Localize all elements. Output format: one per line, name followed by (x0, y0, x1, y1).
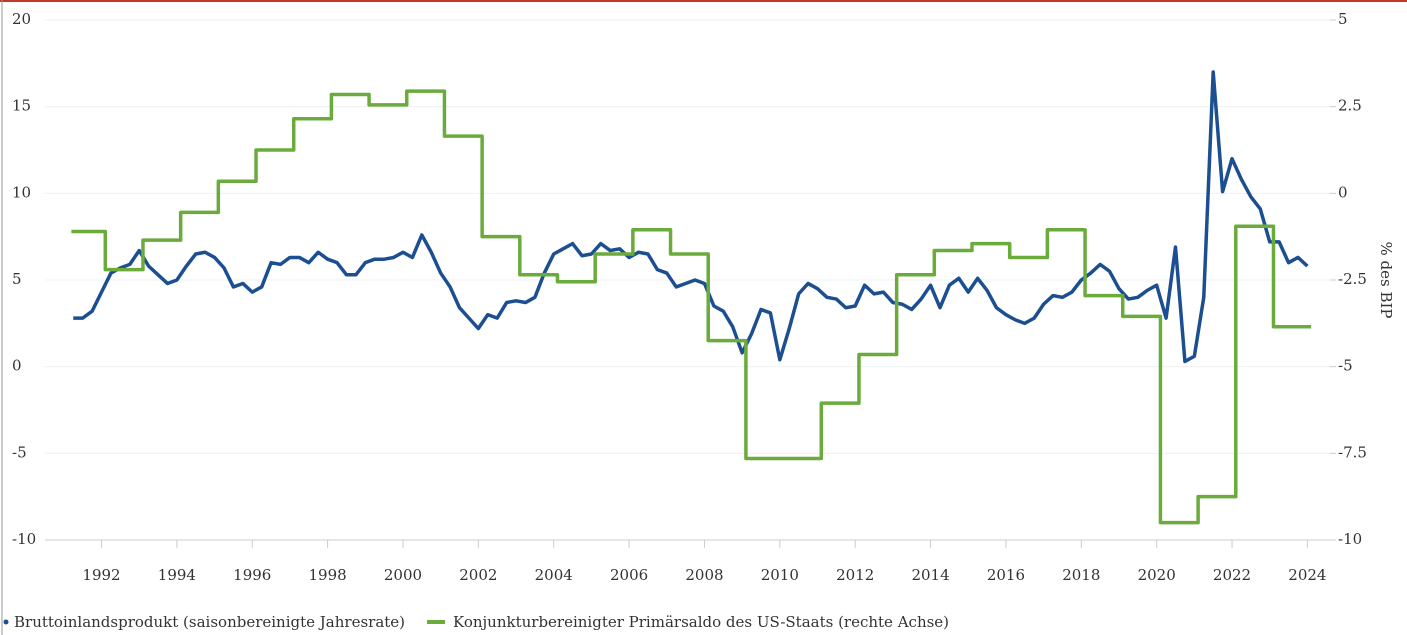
y-tick-label: 0 (12, 357, 22, 375)
x-tick-label: 2012 (836, 566, 874, 584)
y-tick-label: -10 (12, 530, 36, 548)
y-tick-label: 20 (12, 10, 31, 28)
y-tick-label: 15 (12, 97, 31, 115)
x-tick-label: 2010 (761, 566, 799, 584)
x-tick-label: 1992 (82, 566, 120, 584)
x-tick-label: 1996 (233, 566, 271, 584)
x-tick-label: 2020 (1138, 566, 1176, 584)
x-tick-label: 2014 (911, 566, 949, 584)
x-tick-label: 2002 (459, 566, 497, 584)
x-tick-label: 2024 (1288, 566, 1326, 584)
y2-tick-label: 5 (1338, 10, 1348, 28)
x-tick-label: 2016 (987, 566, 1025, 584)
x-tick-label: 2006 (610, 566, 648, 584)
x-tick-label: 2022 (1213, 566, 1251, 584)
legend-marker (427, 620, 446, 624)
y2-tick-label: 2.5 (1338, 97, 1362, 115)
y-tick-label: 10 (12, 183, 31, 201)
legend-label: Konjunkturbereinigter Primärsaldo des US… (453, 613, 949, 631)
y2-tick-label: -5 (1338, 357, 1353, 375)
legend-marker (3, 619, 9, 625)
top-border (0, 0, 1407, 2)
series-line (73, 70, 1309, 364)
y-tick-label: 5 (12, 270, 22, 288)
legend-label: Bruttoinlandsprodukt (saisonbereinigte J… (14, 613, 405, 631)
y2-tick-label: 0 (1338, 183, 1348, 201)
y2-tick-label: -7.5 (1338, 443, 1367, 461)
x-tick-label: 1998 (309, 566, 347, 584)
y2-tick-label: -10 (1338, 530, 1362, 548)
y-tick-label: -5 (12, 443, 27, 461)
series-line (71, 89, 1312, 525)
y2-axis-label: % des BIP (1377, 241, 1395, 318)
x-tick-label: 2018 (1062, 566, 1100, 584)
x-tick-label: 2004 (535, 566, 573, 584)
x-tick-label: 2000 (384, 566, 422, 584)
x-tick-label: 2008 (685, 566, 723, 584)
y2-tick-label: -2.5 (1338, 270, 1367, 288)
x-tick-label: 1994 (158, 566, 196, 584)
